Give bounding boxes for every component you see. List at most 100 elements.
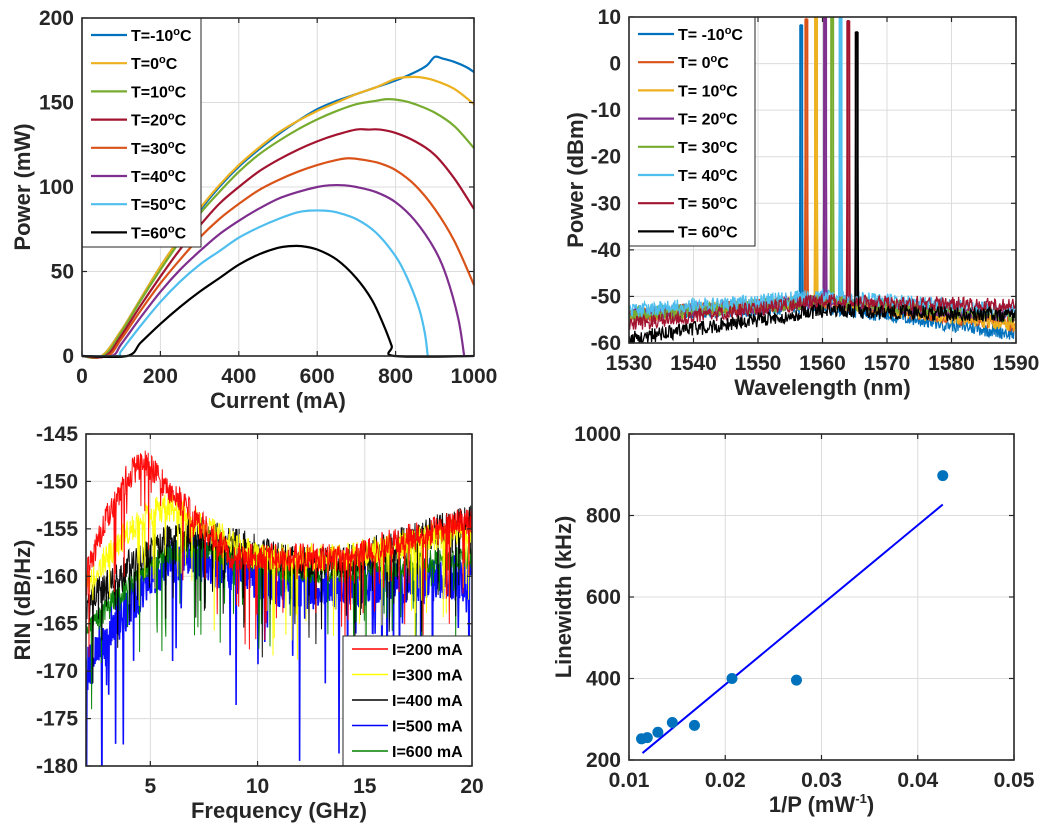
y-tick-label: -150 [36,470,78,493]
y-axis-label: Power (dBm) [563,112,588,248]
y-tick-label: -180 [36,755,78,778]
x-tick-label: 1590 [993,352,1040,375]
legend-label: T=40 [131,169,168,186]
y-tick-label: 400 [586,668,621,691]
plot-marks [636,470,949,754]
x-tick-label: 600 [300,365,335,388]
legend-box [81,17,202,248]
y-tick-label: -30 [591,192,621,215]
degree-symbol: o [168,195,175,207]
legend: T=-10oCT=0oCT=10oCT=20oCT=30oCT=40oCT=50… [81,17,202,248]
series-line-20C [81,128,475,359]
rin-trace-200mA [86,450,472,658]
x-tick-label: 1000 [451,365,498,388]
x-tick-label: 0.01 [609,769,650,792]
x-tick-label: 0.03 [801,769,842,792]
legend-label: T= 30 [678,140,719,157]
y-tick-label: -165 [36,613,78,636]
y-tick-label: 50 [51,261,74,284]
celsius-unit: C [726,140,738,157]
x-axis-label: Current (mA) [210,388,346,413]
x-tick-label: 0.04 [897,769,938,792]
celsius-unit: C [166,56,178,73]
data-point [790,674,802,686]
celsius-unit: C [175,225,187,242]
legend-entry: I=200 mA [392,642,463,659]
axes-frame [81,17,475,357]
legend-entry: T= 60oC [678,222,738,241]
celsius-unit: C [726,112,738,129]
chart-spectrum: 1530 1540 1550 1560 1570 1580 1590 -60 -50 -40 -30… [563,6,1039,400]
celsius-unit: C [175,84,187,101]
x-tick-label: 5 [144,775,156,798]
degree-symbol: o [719,110,726,122]
celsius-unit: C [726,196,738,213]
legend-label: T= 10 [678,83,719,100]
series-line-10C [81,98,475,359]
legend-entry: T= 10oC [678,81,738,100]
series-line-40C [81,183,466,358]
axes-frame [628,433,1015,761]
data-point [641,732,653,744]
legend-entry: T=30oC [131,139,187,158]
x-tick-label: 1580 [928,352,975,375]
legend-entry: I=400 mA [392,693,463,710]
y-tick-label: 0 [62,345,74,368]
data-point [666,717,678,729]
legend-entry: T= 30oC [678,138,738,157]
y-tick-label: 800 [586,505,621,528]
y-tick-label: -175 [36,708,78,731]
axes-frame [628,16,1017,344]
degree-symbol: o [168,139,175,151]
tick-labels: 1530 1540 1550 1560 1570 1580 1590 -60 -50 -40 -30… [591,6,1040,375]
celsius-unit: C [180,28,192,45]
y-tick-label: -10 [591,99,621,122]
celsius-unit: C [726,224,738,241]
x-axis-label: Wavelength (nm) [734,375,910,400]
degree-symbol: o [710,53,717,65]
legend-entry: T= 0oC [678,53,729,72]
x-tick-label: 15 [353,775,377,798]
x-tick-label: 20 [460,775,483,798]
y-tick-label: 200 [586,749,621,772]
x-axis-label: 1/P (mW-1) [769,791,874,817]
y-tick-label: 0 [609,53,621,76]
x-axis-label: Frequency (GHz) [191,798,367,823]
series-line-30C [81,157,476,359]
legend-entry: I=600 mA [392,744,463,761]
data-point [726,673,738,684]
degree-symbol: o [725,25,732,37]
legend-entry: T= 50oC [678,194,738,213]
legend-entry: T=40oC [131,167,187,186]
degree-symbol: o [719,138,726,150]
y-tick-label: -50 [591,285,621,308]
x-tick-label: 0.02 [705,769,746,792]
x-tick-label: 400 [221,365,256,388]
degree-symbol: o [168,82,175,94]
legend-entry: I=500 mA [392,719,463,736]
degree-symbol: o [719,81,726,93]
plot-marks [629,17,1016,343]
spectrum-noise-floor [629,31,1016,343]
y-tick-label: 200 [39,7,74,30]
legend-label: T= 0 [678,55,711,72]
y-tick-label: -160 [36,565,78,588]
legend-label: T= 20 [678,112,719,129]
degree-symbol: o [168,111,175,123]
data-point [937,470,949,482]
y-tick-label: -170 [36,660,78,683]
chart-rin: 5 10 15 20 -180 -175 -170 -165 -160 -155 -150 -145 F… [10,423,484,823]
y-tick-label: -40 [591,239,621,262]
y-tick-label: -20 [591,146,621,169]
x-axis-label-superscript: -1 [855,791,867,806]
celsius-unit: C [175,197,187,214]
x-axis-label-main: 1/P (mW [769,792,856,817]
plot-marks [86,450,472,766]
legend-entry: T=50oC [131,195,187,214]
x-tick-label: 1560 [799,352,846,375]
degree-symbol: o [719,222,726,234]
legend: I=200 mA I=300 mA I=400 mA I=500 mA I=600 mA [342,635,473,767]
y-axis-label: Power (mW) [10,123,35,250]
